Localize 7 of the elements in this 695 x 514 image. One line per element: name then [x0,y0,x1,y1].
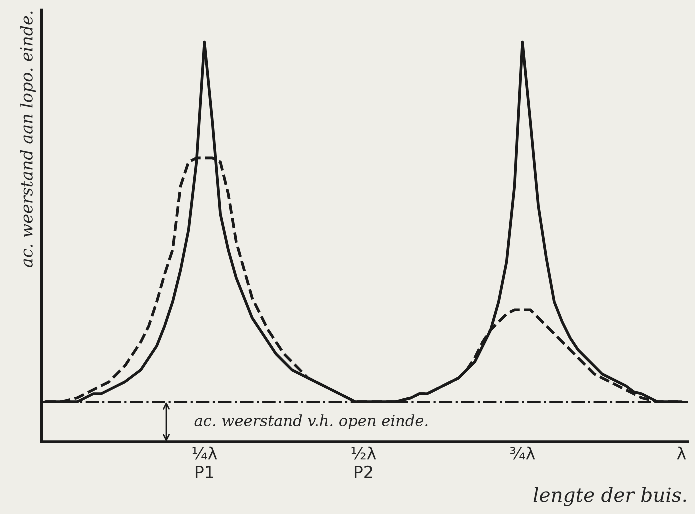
x-tick-label: ¼λ P1 [192,446,218,478]
x-tick-label: ¾λ [510,446,536,460]
x-axis-title: lengte der buis. [534,487,686,506]
ref-line-label: ac. weerstand v.h. open einde. [194,414,428,430]
x-tick-label: λ [677,446,686,460]
y-axis-title: ac. weerstand aan lopo. einde. [20,12,36,268]
x-tick-label: ½λ P2 [352,446,376,478]
